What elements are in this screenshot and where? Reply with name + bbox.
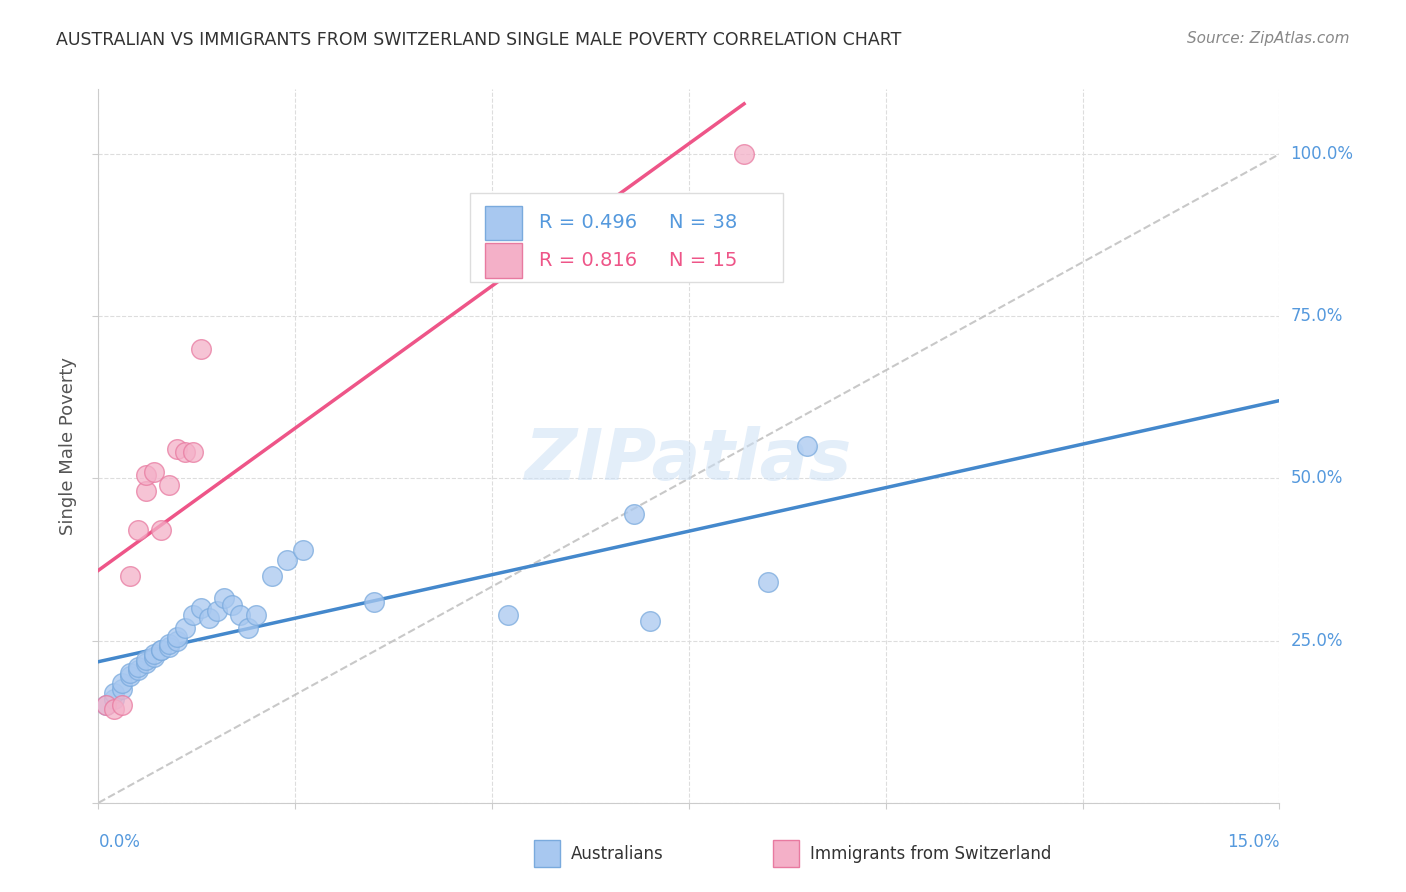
Bar	[485, 244, 523, 277]
Point	[166, 633, 188, 648]
Text: 50.0%: 50.0%	[1291, 469, 1343, 487]
Bar	[485, 205, 523, 240]
Point	[118, 568, 141, 582]
Text: Source: ZipAtlas.com: Source: ZipAtlas.com	[1187, 31, 1350, 46]
Point	[135, 468, 157, 483]
Point	[127, 659, 149, 673]
Text: N = 15: N = 15	[669, 251, 737, 270]
Point	[111, 682, 134, 697]
Point	[157, 637, 180, 651]
Y-axis label: Single Male Poverty: Single Male Poverty	[59, 357, 77, 535]
Point	[245, 607, 267, 622]
Point	[181, 445, 204, 459]
Point	[796, 439, 818, 453]
Point	[496, 607, 519, 622]
Point	[363, 595, 385, 609]
Point	[157, 478, 180, 492]
Text: R = 0.816: R = 0.816	[538, 251, 637, 270]
Text: 0.0%: 0.0%	[98, 833, 141, 851]
Point	[118, 666, 141, 681]
Point	[236, 621, 259, 635]
Point	[96, 698, 118, 713]
Point	[142, 465, 165, 479]
Point	[260, 568, 283, 582]
Point	[623, 507, 645, 521]
Point	[197, 611, 219, 625]
Text: ZIPatlas: ZIPatlas	[526, 425, 852, 495]
Text: 100.0%: 100.0%	[1291, 145, 1354, 163]
Point	[118, 669, 141, 683]
Point	[127, 524, 149, 538]
Point	[756, 575, 779, 590]
Text: Immigrants from Switzerland: Immigrants from Switzerland	[810, 845, 1052, 863]
Point	[276, 552, 298, 566]
Point	[111, 698, 134, 713]
Point	[166, 631, 188, 645]
Point	[221, 598, 243, 612]
Point	[135, 653, 157, 667]
Text: 15.0%: 15.0%	[1227, 833, 1279, 851]
Point	[174, 445, 197, 459]
Point	[214, 591, 236, 606]
Bar	[471, 193, 783, 282]
Text: Australians: Australians	[571, 845, 664, 863]
Point	[190, 342, 212, 356]
Text: N = 38: N = 38	[669, 213, 737, 232]
Point	[150, 643, 173, 657]
Point	[96, 698, 118, 713]
Point	[127, 663, 149, 677]
Point	[150, 643, 173, 657]
Point	[190, 601, 212, 615]
Point	[103, 685, 125, 699]
Point	[142, 647, 165, 661]
Point	[292, 542, 315, 557]
Point	[103, 702, 125, 716]
Text: R = 0.496: R = 0.496	[538, 213, 637, 232]
Point	[638, 614, 661, 628]
Point	[150, 524, 173, 538]
Point	[166, 442, 188, 457]
Point	[142, 649, 165, 664]
Point	[205, 604, 228, 618]
Point	[181, 607, 204, 622]
Text: 75.0%: 75.0%	[1291, 307, 1343, 326]
Point	[103, 692, 125, 706]
Point	[174, 621, 197, 635]
Point	[229, 607, 252, 622]
Point	[157, 640, 180, 654]
Point	[111, 675, 134, 690]
Text: AUSTRALIAN VS IMMIGRANTS FROM SWITZERLAND SINGLE MALE POVERTY CORRELATION CHART: AUSTRALIAN VS IMMIGRANTS FROM SWITZERLAN…	[56, 31, 901, 49]
Point	[733, 147, 755, 161]
Text: 25.0%: 25.0%	[1291, 632, 1343, 649]
Point	[135, 657, 157, 671]
Point	[135, 484, 157, 499]
